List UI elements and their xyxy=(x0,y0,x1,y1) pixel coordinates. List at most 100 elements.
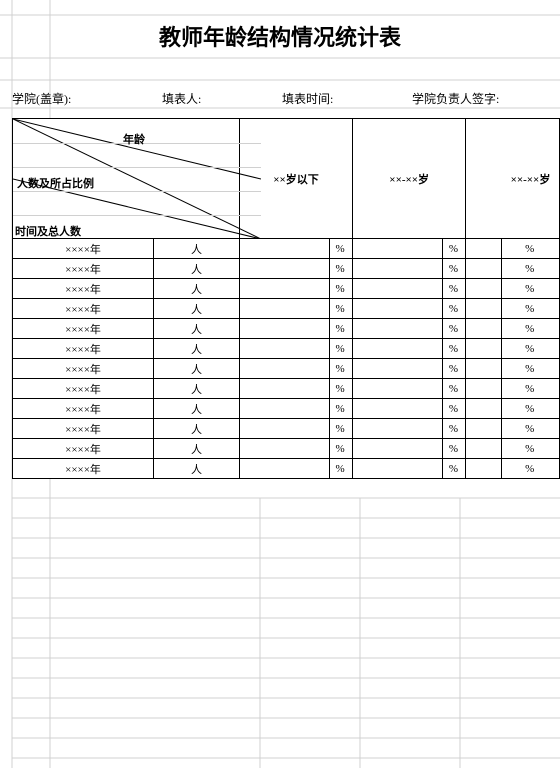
table-row: ××××年人%%% xyxy=(13,379,560,399)
cell-year: ××××年 xyxy=(13,359,154,379)
cell-pct-3: % xyxy=(502,339,560,359)
cell-pct-1: % xyxy=(330,299,353,319)
cell-val-3a xyxy=(466,339,502,359)
spreadsheet-sheet: 教师年龄结构情况统计表 学院(盖章): 填表人: 填表时间: 学院负责人签字: … xyxy=(0,0,560,768)
table-row: ××××年人%%% xyxy=(13,459,560,479)
cell-pct-1: % xyxy=(330,399,353,419)
cell-pct-3: % xyxy=(502,399,560,419)
cell-val-3a xyxy=(466,439,502,459)
cell-val-3a xyxy=(466,399,502,419)
cell-val-3a xyxy=(466,459,502,479)
cell-val-2 xyxy=(353,239,443,259)
cell-pct-1: % xyxy=(330,239,353,259)
cell-pct-2: % xyxy=(443,339,466,359)
cell-val-1 xyxy=(240,399,330,419)
cell-year: ××××年 xyxy=(13,279,154,299)
cell-year: ××××年 xyxy=(13,259,154,279)
table-row: ××××年人%%% xyxy=(13,339,560,359)
cell-val-2 xyxy=(353,419,443,439)
cell-val-1 xyxy=(240,419,330,439)
cell-pct-3: % xyxy=(502,359,560,379)
cell-val-1 xyxy=(240,459,330,479)
cell-pct-1: % xyxy=(330,279,353,299)
cell-pct-3: % xyxy=(502,459,560,479)
meta-signer: 学院负责人签字: xyxy=(412,90,552,107)
cell-pct-3: % xyxy=(502,319,560,339)
cell-val-2 xyxy=(353,439,443,459)
cell-pct-1: % xyxy=(330,359,353,379)
table-row: ××××年人%%% xyxy=(13,419,560,439)
diag-label-top: 年龄 xyxy=(123,131,145,147)
cell-pct-1: % xyxy=(330,379,353,399)
cell-count: 人 xyxy=(154,259,240,279)
cell-pct-2: % xyxy=(443,439,466,459)
cell-year: ××××年 xyxy=(13,439,154,459)
cell-year: ××××年 xyxy=(13,339,154,359)
cell-val-2 xyxy=(353,339,443,359)
cell-pct-2: % xyxy=(443,399,466,419)
table-row: ××××年人%%% xyxy=(13,299,560,319)
cell-pct-1: % xyxy=(330,319,353,339)
table-row: ××××年人%%% xyxy=(13,319,560,339)
cell-val-1 xyxy=(240,259,330,279)
cell-pct-3: % xyxy=(502,439,560,459)
cell-year: ××××年 xyxy=(13,319,154,339)
cell-val-1 xyxy=(240,279,330,299)
table-row: ××××年人%%% xyxy=(13,279,560,299)
table-row: ××××年人%%% xyxy=(13,239,560,259)
cell-val-1 xyxy=(240,359,330,379)
cell-val-1 xyxy=(240,319,330,339)
cell-val-2 xyxy=(353,459,443,479)
cell-year: ××××年 xyxy=(13,379,154,399)
cell-val-1 xyxy=(240,379,330,399)
cell-val-2 xyxy=(353,259,443,279)
diagonal-header-cell: 年龄 人数及所占比例 时间及总人数 xyxy=(13,119,240,239)
meta-college-seal: 学院(盖章): xyxy=(12,90,162,107)
cell-count: 人 xyxy=(154,379,240,399)
meta-fill-time: 填表时间: xyxy=(282,90,412,107)
table-row: ××××年人%%% xyxy=(13,259,560,279)
cell-pct-3: % xyxy=(502,279,560,299)
cell-year: ××××年 xyxy=(13,459,154,479)
cell-pct-1: % xyxy=(330,459,353,479)
cell-val-2 xyxy=(353,279,443,299)
cell-pct-1: % xyxy=(330,419,353,439)
cell-pct-2: % xyxy=(443,299,466,319)
table-row: ××××年人%%% xyxy=(13,359,560,379)
cell-val-3a xyxy=(466,259,502,279)
cell-pct-2: % xyxy=(443,279,466,299)
cell-pct-3: % xyxy=(502,379,560,399)
meta-row: 学院(盖章): 填表人: 填表时间: 学院负责人签字: xyxy=(12,90,552,107)
cell-pct-1: % xyxy=(330,439,353,459)
cell-pct-1: % xyxy=(330,339,353,359)
cell-val-3a xyxy=(466,239,502,259)
cell-pct-2: % xyxy=(443,379,466,399)
cell-year: ××××年 xyxy=(13,399,154,419)
cell-count: 人 xyxy=(154,419,240,439)
cell-pct-2: % xyxy=(443,459,466,479)
cell-year: ××××年 xyxy=(13,239,154,259)
cell-pct-2: % xyxy=(443,359,466,379)
cell-count: 人 xyxy=(154,439,240,459)
meta-filler: 填表人: xyxy=(162,90,282,107)
cell-val-2 xyxy=(353,359,443,379)
table-row: ××××年人%%% xyxy=(13,439,560,459)
cell-val-1 xyxy=(240,339,330,359)
cell-val-3a xyxy=(466,299,502,319)
cell-val-1 xyxy=(240,299,330,319)
cell-pct-2: % xyxy=(443,419,466,439)
cell-pct-1: % xyxy=(330,259,353,279)
cell-count: 人 xyxy=(154,319,240,339)
cell-val-1 xyxy=(240,239,330,259)
col-header-3: ××-××岁 xyxy=(502,119,560,239)
cell-pct-2: % xyxy=(443,259,466,279)
cell-val-3a xyxy=(466,359,502,379)
cell-count: 人 xyxy=(154,359,240,379)
diag-label-mid: 人数及所占比例 xyxy=(17,175,94,191)
cell-val-2 xyxy=(353,299,443,319)
cell-count: 人 xyxy=(154,459,240,479)
table-row: ××××年人%%% xyxy=(13,399,560,419)
col-header-2: ××-××岁 xyxy=(353,119,466,239)
cell-val-1 xyxy=(240,439,330,459)
cell-pct-3: % xyxy=(502,239,560,259)
